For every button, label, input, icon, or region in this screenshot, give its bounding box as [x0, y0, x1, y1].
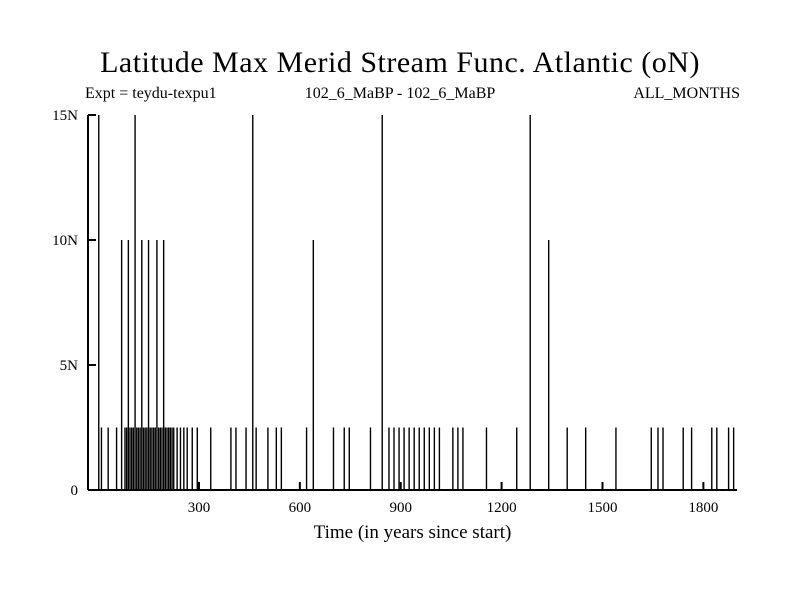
x-tick-label: 1800 [688, 500, 718, 516]
y-tick-label: 0 [71, 483, 79, 499]
y-tick-label: 5N [60, 358, 79, 374]
dataset-label: 102_6_MaBP - 102_6_MaBP [304, 85, 496, 102]
experiment-label: Expt = teydu-texpu1 [85, 85, 217, 102]
y-tick-label: 15N [52, 108, 78, 124]
x-tick-label: 1500 [587, 500, 617, 516]
months-label: ALL_MONTHS [633, 85, 740, 102]
x-tick-label: 900 [389, 500, 412, 516]
x-tick-label: 600 [289, 500, 312, 516]
y-tick-label: 10N [52, 233, 78, 249]
chart-title: Latitude Max Merid Stream Func. Atlantic… [100, 46, 700, 79]
x-axis-title: Time (in years since start) [314, 522, 512, 543]
x-tick-label: 300 [188, 500, 211, 516]
x-tick-label: 1200 [487, 500, 517, 516]
